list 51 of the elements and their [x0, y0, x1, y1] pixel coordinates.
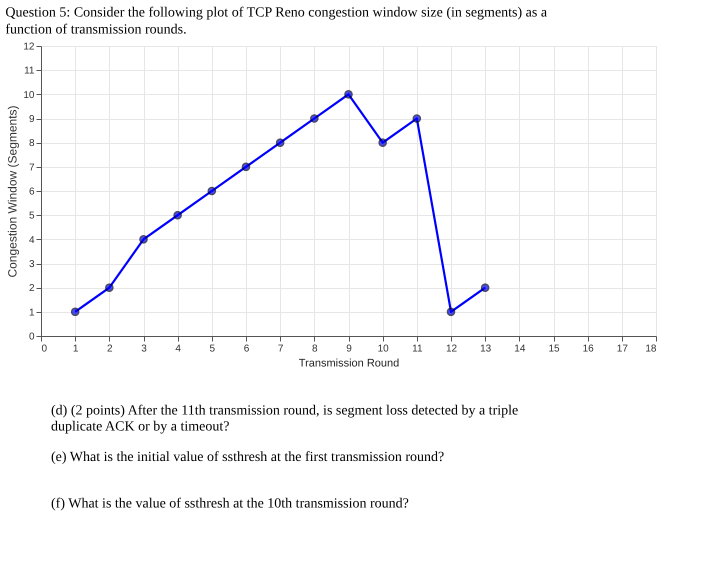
- y-tick-label: 10: [23, 90, 35, 101]
- point: [208, 186, 216, 196]
- point: [446, 308, 456, 316]
- x-tick-label: 18: [645, 344, 657, 354]
- y-tick-label: 11: [24, 66, 35, 77]
- point: [242, 162, 250, 172]
- y-tick-label: 12: [23, 42, 35, 52]
- x-tick-label: 15: [548, 344, 560, 354]
- point: [276, 138, 284, 147]
- x-tick-label: 10: [378, 344, 390, 354]
- point: [480, 283, 490, 292]
- x-tick-label: 9: [346, 344, 352, 354]
- point: [173, 210, 182, 220]
- x-tick-label: 8: [312, 344, 318, 354]
- y-tick-label: 1: [28, 307, 35, 318]
- y-tick-label: 2: [28, 283, 35, 294]
- y-tick-label: 6: [28, 186, 35, 198]
- point: [105, 283, 114, 292]
- x-tick-label: 16: [582, 344, 594, 354]
- x-tick-label: 7: [278, 344, 284, 354]
- x-tick-label: 1: [72, 344, 79, 354]
- x-tick-label: 4: [175, 344, 182, 354]
- point: [70, 308, 80, 316]
- point: [310, 114, 319, 123]
- x-axis-title: Transmission Round: [298, 358, 400, 370]
- y-tick-label: 8: [28, 138, 35, 150]
- x-tick-label: 6: [244, 344, 250, 354]
- y-tick-label: 9: [28, 114, 35, 125]
- point: [139, 235, 148, 244]
- point: [344, 90, 353, 99]
- point: [412, 114, 422, 123]
- y-tick-label: 0: [28, 332, 35, 342]
- y-tick-label: 5: [28, 210, 35, 222]
- y-tick-label: 4: [28, 234, 35, 246]
- text: (f) What is the value of ssthresh at the 10th transmission round?: [51, 496, 409, 512]
- x-tick-label: 2: [107, 344, 114, 354]
- x-tick-label: 14: [514, 344, 526, 354]
- text: (d) (2 points) After the 11th transmission round, is segment loss detected by a triple duplicate ACK or by a timeout?: [51, 403, 518, 434]
- chart-title: Question 5: Consider the following plot of TCP Reno congestion window size (in segments) as a function of transmission rounds.: [5, 6, 548, 38]
- text: (e) What is the initial value of ssthresh at the first transmission round?: [51, 450, 444, 465]
- x-tick-label: 17: [616, 344, 628, 354]
- y-tick-label: 7: [28, 162, 35, 174]
- x-tick-label: 3: [141, 344, 148, 354]
- x-tick-label: 12: [446, 344, 458, 354]
- x-tick-label: 5: [210, 344, 216, 354]
- point: [378, 138, 387, 147]
- y-tick-label: 3: [28, 259, 35, 270]
- x-tick-label: 13: [480, 344, 492, 354]
- x-tick-label: 0: [42, 344, 48, 354]
- x-tick-label: 11: [412, 344, 423, 354]
- y-axis-title: Congestion Window (Segments): [5, 105, 20, 278]
